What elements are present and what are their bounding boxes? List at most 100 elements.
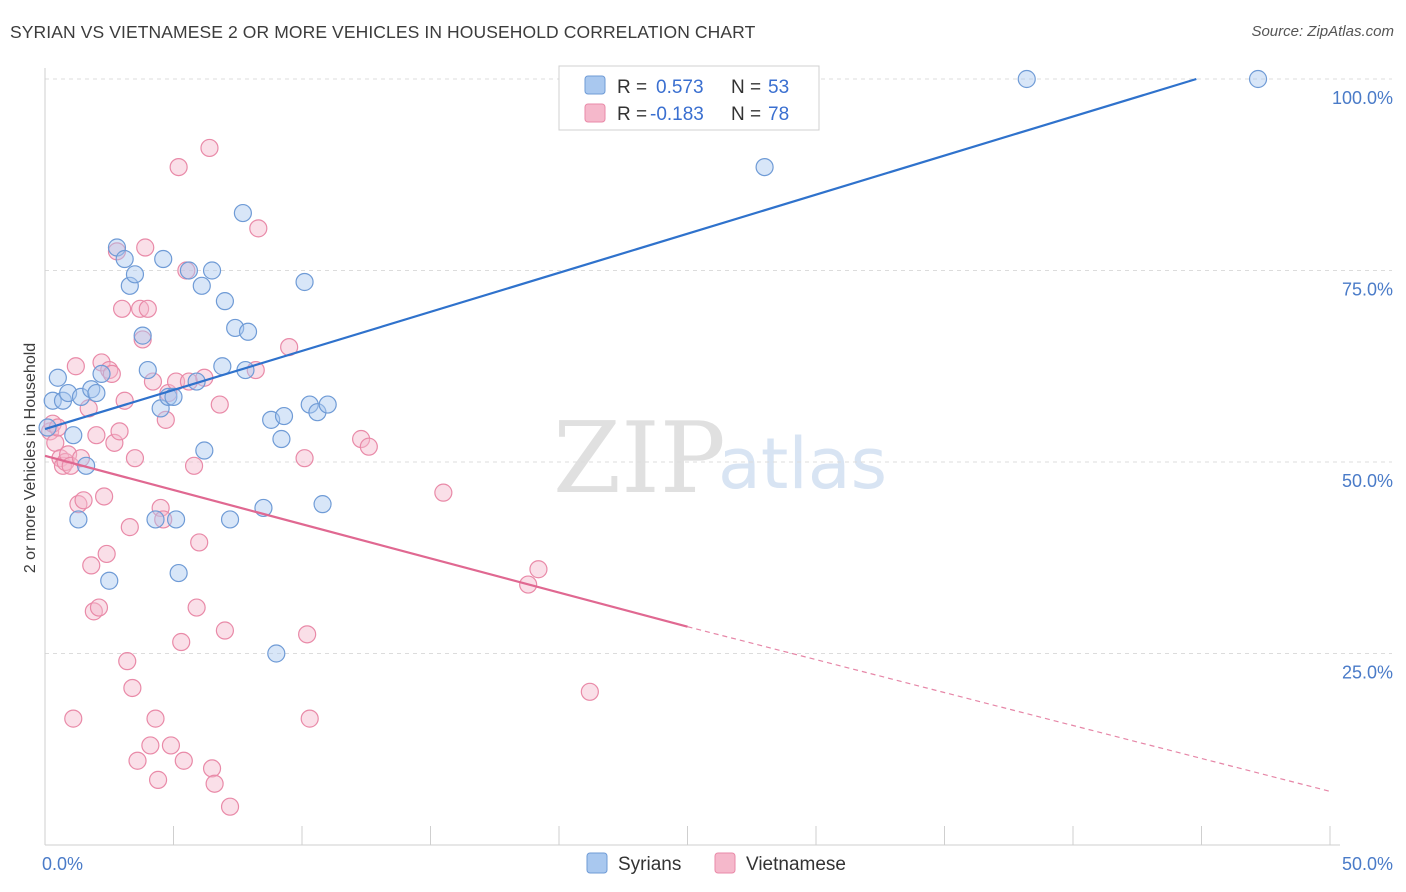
- vietnamese-point: [130, 299, 150, 318]
- syrians-trend-line: [44, 77, 1197, 431]
- bottom-legend-syrians: Syrians: [618, 854, 681, 875]
- vietnamese-point: [120, 518, 139, 537]
- vietnamese-point: [154, 510, 173, 529]
- grid-lines: [45, 78, 1392, 654]
- vietnamese-point: [141, 736, 160, 755]
- vietnamese-point: [184, 456, 204, 475]
- vietnamese-point: [172, 632, 191, 652]
- syrians-point: [202, 261, 222, 280]
- bottom-legend-vietnamese: Vietnamese: [746, 854, 846, 875]
- syrians-point: [43, 391, 62, 410]
- syrians-point: [169, 563, 188, 583]
- syrians-point: [179, 261, 199, 280]
- vietnamese-point: [161, 736, 181, 755]
- axes: 25.0% 50.0% 75.0% 100.0% 0.0% 50.0%: [42, 68, 1393, 874]
- vietnamese-point: [187, 598, 206, 617]
- vietnamese-point: [102, 364, 121, 384]
- vietnamese-point: [66, 357, 85, 376]
- vietnamese-point: [64, 709, 83, 728]
- legend-n-value-2: 78: [768, 104, 789, 125]
- vietnamese-point: [174, 751, 193, 770]
- vietnamese-point: [169, 157, 188, 177]
- legend-n-label-1: N =: [731, 77, 761, 98]
- syrians-point: [272, 429, 291, 449]
- vietnamese-point: [205, 774, 224, 793]
- vietnamese-point: [133, 330, 152, 349]
- legend-r-label-2: R =: [617, 104, 647, 125]
- syrians-point: [154, 249, 173, 269]
- syrians-point: [100, 571, 119, 590]
- syrians-point: [215, 292, 234, 311]
- vietnamese-point: [249, 219, 268, 238]
- vietnamese-point: [200, 138, 219, 158]
- syrians-point: [87, 383, 106, 403]
- y-tick-label: 50.0%: [1342, 471, 1393, 491]
- syrians-point: [48, 368, 67, 387]
- syrians-point: [195, 441, 214, 460]
- vietnamese-point: [105, 433, 124, 452]
- x-tick-label: 50.0%: [1342, 854, 1393, 874]
- bottom-legend-swatch-vietnamese: [714, 852, 736, 874]
- syrians-point: [238, 322, 258, 341]
- legend-r-value-1: 0.573: [656, 77, 704, 98]
- syrians-point: [233, 203, 252, 223]
- syrians-point: [313, 495, 332, 514]
- vietnamese-trend-line: [44, 454, 688, 628]
- vietnamese-point: [97, 544, 116, 564]
- vietnamese-point: [110, 422, 129, 441]
- vietnamese-point: [82, 556, 101, 575]
- syrians-point: [187, 372, 206, 391]
- syrians-point: [92, 364, 111, 384]
- syrians-point: [192, 276, 211, 295]
- vietnamese-point: [210, 395, 229, 414]
- y-tick-label: 100.0%: [1332, 88, 1393, 108]
- syrians-point: [71, 387, 91, 406]
- legend-r-value-2: -0.183: [650, 104, 704, 125]
- vietnamese-point: [87, 426, 106, 445]
- vietnamese-point: [151, 498, 170, 518]
- vietnamese-point: [143, 372, 163, 391]
- vietnamese-point: [220, 797, 240, 816]
- bottom-legend: Syrians Vietnamese: [586, 852, 846, 875]
- syrians-point: [308, 403, 327, 422]
- vietnamese-point: [295, 449, 314, 468]
- vietnamese-point: [300, 709, 319, 728]
- syrians-point: [120, 276, 139, 295]
- syrians-point: [1017, 69, 1036, 89]
- vietnamese-point: [136, 238, 155, 257]
- watermark-zip: ZIP: [553, 402, 726, 516]
- syrians-point: [267, 644, 286, 663]
- trend-lines: [44, 77, 1331, 792]
- vietnamese-point: [89, 598, 109, 617]
- vietnamese-point: [148, 770, 168, 789]
- vietnamese-point: [190, 533, 209, 552]
- chart-source: Source: ZipAtlas.com: [1251, 23, 1394, 40]
- vietnamese-point: [298, 625, 317, 644]
- syrians-point: [755, 157, 774, 177]
- vietnamese-point: [202, 759, 222, 778]
- vietnamese-trend-extension: [687, 626, 1331, 792]
- vietnamese-point: [580, 682, 599, 701]
- syrians-point: [220, 510, 240, 529]
- vietnamese-point: [434, 483, 453, 502]
- syrians-point: [166, 510, 186, 529]
- syrians-point: [164, 387, 183, 406]
- legend-r-label-1: R =: [617, 77, 647, 98]
- legend-n-label-2: N =: [731, 104, 761, 125]
- syrians-point: [1248, 69, 1268, 89]
- vietnamese-point: [112, 299, 132, 318]
- syrians-point: [295, 272, 314, 292]
- vietnamese-point: [352, 429, 371, 449]
- syrians-point: [125, 265, 145, 284]
- vietnamese-point: [107, 242, 127, 261]
- vietnamese-point: [359, 437, 378, 456]
- vietnamese-point: [95, 487, 114, 506]
- legend-swatch-vietnamese: [584, 103, 606, 123]
- legend-n-value-1: 53: [768, 77, 789, 98]
- syrians-point: [133, 326, 152, 345]
- legend: R = 0.573 N = 53 R = -0.183 N = 78: [558, 65, 820, 131]
- vietnamese-point: [115, 391, 134, 410]
- legend-swatch-syrians: [584, 75, 606, 95]
- bottom-legend-swatch-syrians: [586, 852, 608, 874]
